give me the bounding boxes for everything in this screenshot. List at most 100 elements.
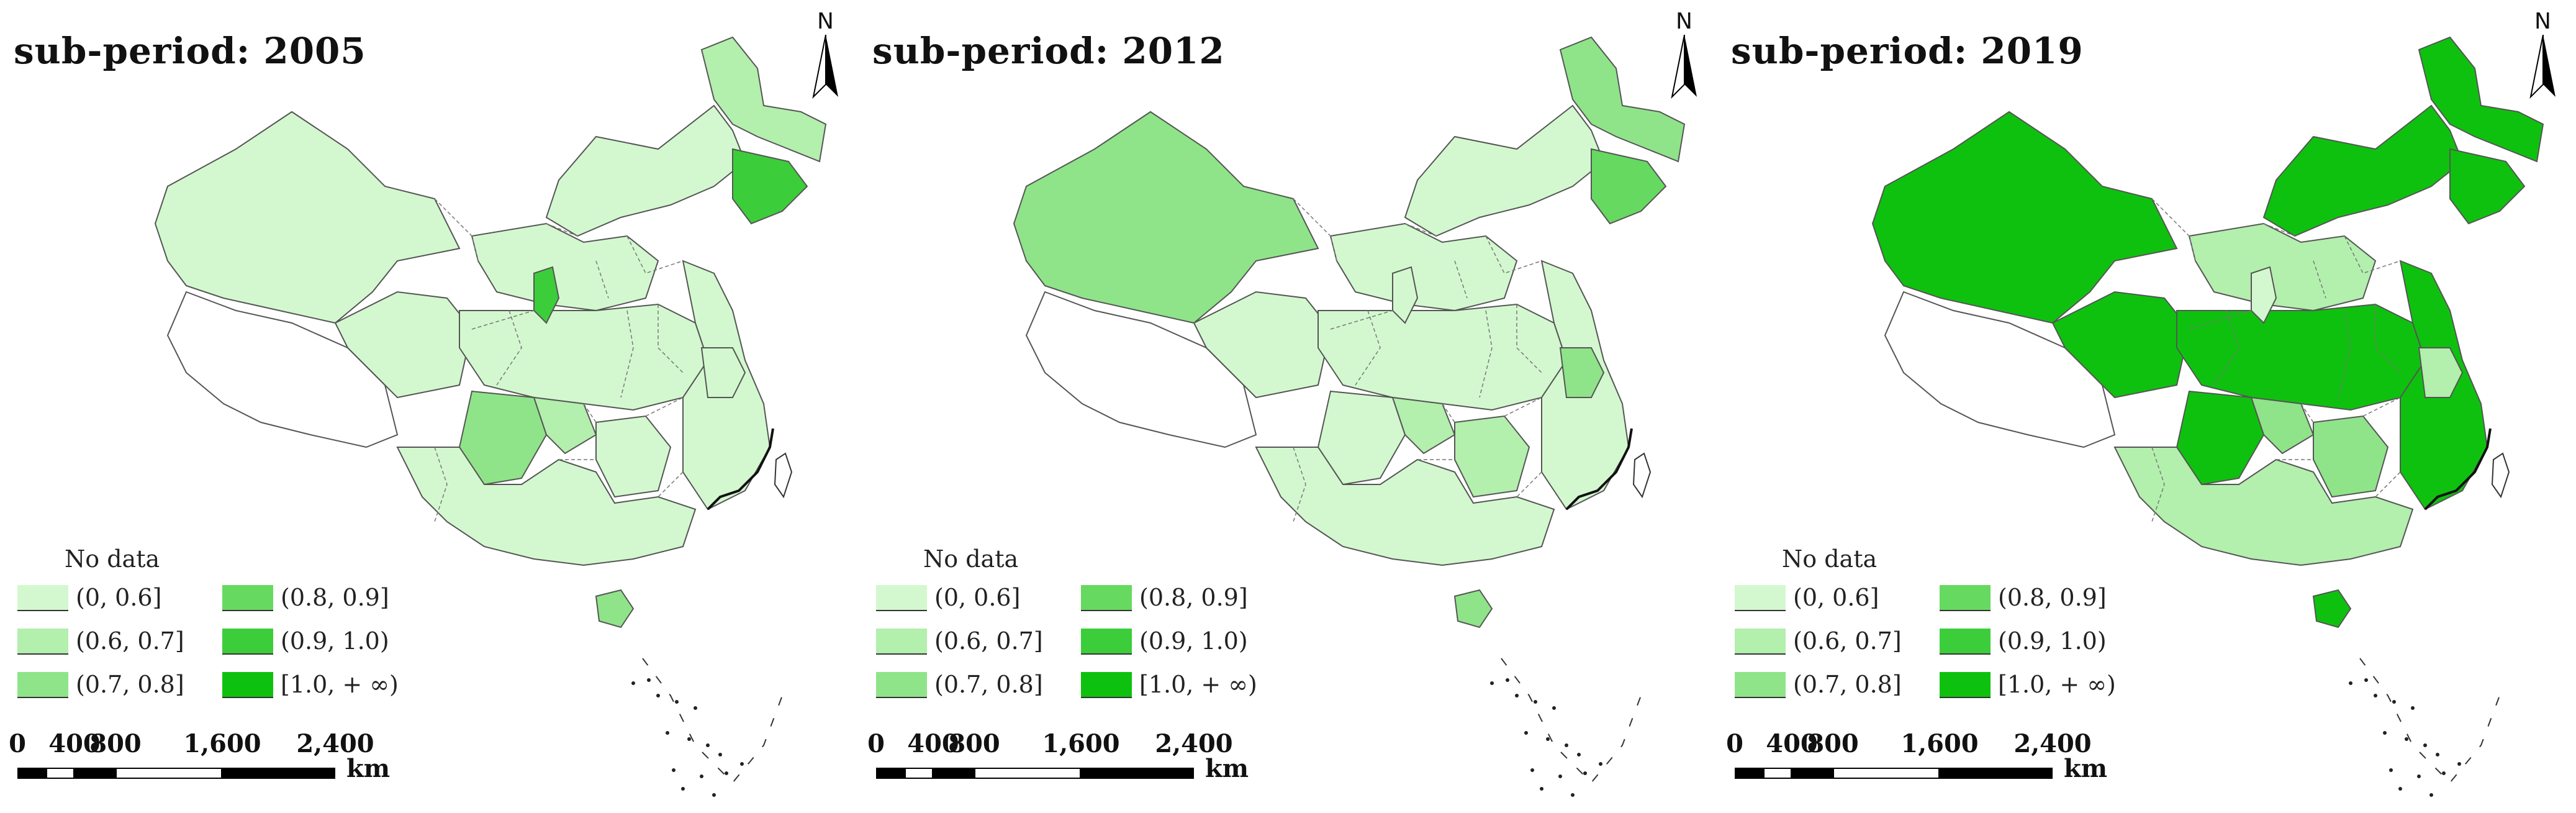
island-marker (666, 731, 669, 735)
island-marker (1530, 768, 1534, 772)
island-marker (694, 706, 697, 710)
scale-segment (17, 768, 46, 779)
legend-label: (0.8, 0.9] (1998, 584, 2107, 611)
island-marker (1583, 771, 1587, 775)
legend-label: (0.6, 0.7] (1793, 627, 1902, 655)
scale-unit-label: km (2064, 754, 2108, 783)
province-boundary-line (2338, 310, 2351, 398)
island-marker (1506, 678, 1509, 682)
legend-swatch (1940, 585, 1991, 611)
province-boundary-line (2151, 447, 2165, 522)
legend-swatch (1735, 585, 1786, 611)
china-map (1871, 36, 2544, 797)
region-ningxia (2251, 266, 2277, 324)
scale-segment (1081, 768, 1194, 779)
island-marker (725, 771, 728, 775)
island-marker (631, 681, 635, 685)
region-northeast-inner (2262, 104, 2464, 237)
scale-bar: 0 400 800 1,600 2,400 km (865, 729, 1287, 804)
province-boundary-line (2189, 310, 2252, 330)
region-chongqing (1391, 396, 1456, 455)
province-boundary-line (1355, 310, 1381, 386)
region-qinghai (1193, 291, 1332, 399)
legend-swatch (1940, 672, 1991, 698)
region-northeast-upper (1559, 36, 1686, 163)
legend-label: (0.8, 0.9] (281, 584, 389, 611)
scale-bar: 0 400 800 1,600 2,400 km (6, 729, 428, 804)
scale-tick-label: 800 (948, 729, 1000, 758)
island-marker (1577, 753, 1581, 756)
province-boundary-line (434, 198, 479, 261)
province-boundary-line (1485, 235, 1542, 274)
scale-unit-label: km (1205, 754, 1249, 783)
legend-no-data-label: No data (1782, 545, 1878, 573)
panel-title: sub-period: 2005 (14, 30, 366, 72)
island-marker (2423, 743, 2427, 747)
island-marker (1599, 762, 1602, 766)
legend: No data (0, 0.6] (0.6, 0.7] (0.7, 0.8] (0.8,… (17, 545, 402, 719)
scale-segment (1735, 768, 1763, 779)
scale-tick-label: 1,600 (1042, 729, 1120, 758)
island-marker (2398, 787, 2402, 791)
province-boundary-line (496, 310, 522, 386)
north-arrow-shape (2529, 35, 2556, 99)
region-jiangsu (700, 347, 746, 398)
map-panel-2005: sub-period: 2005 N No data (0, 0.6] (0.6, 0.… (0, 0, 859, 813)
island-marker (1515, 694, 1519, 697)
scale-tick-label: 1,600 (1900, 729, 1979, 758)
region-south (1255, 447, 1555, 566)
sea-boundary-line (1501, 658, 1642, 784)
legend-label: (0.8, 0.9] (1139, 584, 1248, 611)
island-marker (681, 787, 685, 791)
north-arrow-shape (812, 35, 838, 99)
scale-tick-label: 800 (1807, 729, 1859, 758)
region-ningxia (533, 266, 560, 324)
island-marker (712, 793, 716, 797)
island-marker (1552, 706, 1556, 710)
island-marker (1524, 731, 1528, 735)
province-boundary-line (1404, 223, 1437, 237)
coastline (1565, 428, 1633, 511)
island-marker (2411, 706, 2415, 710)
taiwan-outline (1632, 452, 1652, 499)
island-marker (2436, 753, 2439, 756)
region-hainan (1453, 589, 1493, 629)
province-boundary-line (2151, 198, 2196, 261)
province-boundary-line (546, 223, 578, 237)
region-chongqing (533, 396, 597, 455)
scale-segment (876, 768, 905, 779)
region-hunan (595, 415, 672, 498)
region-northeast-lower (1591, 148, 1667, 225)
province-boundary-line (1442, 403, 1455, 423)
scale-segment (1940, 768, 2053, 779)
region-hunan (1454, 415, 1530, 498)
island-marker (2383, 731, 2387, 735)
region-hainan (2312, 589, 2352, 629)
scale-segment (974, 768, 1081, 779)
china-map (154, 36, 827, 797)
scale-segment (115, 768, 222, 779)
scale-tick-label: 1,600 (183, 729, 261, 758)
taiwan-outline (2491, 452, 2510, 499)
province-boundary-line (2300, 403, 2314, 423)
region-northeast-upper (2418, 36, 2544, 163)
region-north-central (2188, 222, 2377, 312)
island-marker (2442, 771, 2446, 775)
region-tibet (166, 291, 399, 448)
province-boundary-line (645, 397, 684, 417)
legend-label: [1.0, + ∞) (1998, 671, 2116, 698)
scale-segment (222, 768, 335, 779)
island-marker (1546, 737, 1550, 741)
island-marker (656, 694, 660, 697)
legend-label: [1.0, + ∞) (281, 671, 399, 698)
legend: No data (0, 0.6] (0.6, 0.7] (0.7, 0.8] (0.8,… (1735, 545, 2120, 719)
island-marker (1540, 787, 1543, 791)
province-boundary-line (1293, 198, 1337, 261)
region-ningxia (1392, 266, 1419, 324)
legend-label: (0, 0.6] (934, 584, 1021, 611)
north-label: N (1676, 9, 1692, 34)
legend-label: (0.9, 1.0) (281, 627, 389, 655)
island-marker (1490, 681, 1494, 685)
region-tibet (1025, 291, 1257, 448)
island-marker (1558, 774, 1562, 778)
